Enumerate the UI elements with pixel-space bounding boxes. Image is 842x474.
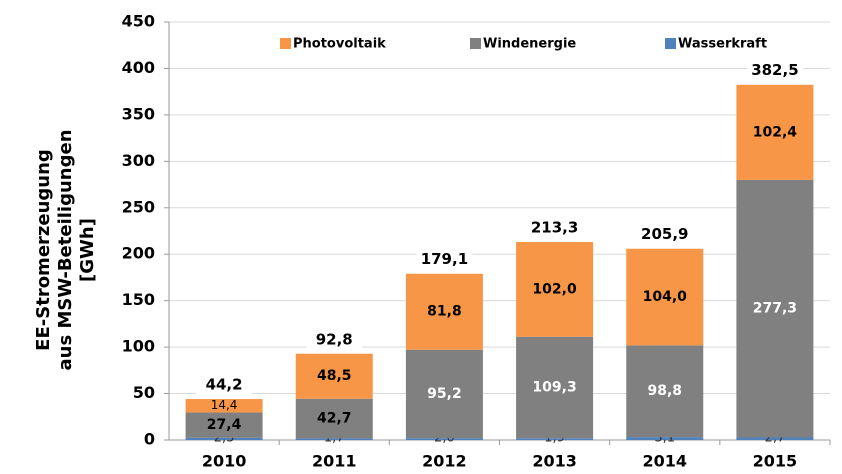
y-axis-title-line: EE-Stromerzeugung (33, 149, 54, 351)
total-label-bg (416, 249, 473, 270)
total-label: 179,1 (421, 250, 468, 268)
bar-segment (516, 336, 594, 439)
bar-segment (626, 437, 704, 440)
legend-item: Wasserkraft (665, 37, 767, 52)
bar-segment (736, 437, 814, 440)
bar-segment (405, 438, 483, 440)
legend-label: Wasserkraft (678, 37, 767, 52)
total-label-bg (526, 217, 583, 238)
bar-segment (295, 398, 373, 439)
y-axis-title-line: aus MSW-Beteiligungen (55, 129, 76, 370)
bar-segment (626, 345, 704, 438)
legend-item: Photovoltaik (280, 37, 386, 52)
bar-segment (405, 273, 483, 350)
value-label: 95,2 (427, 386, 462, 402)
total-label: 92,8 (316, 330, 353, 348)
bar-segment (295, 438, 373, 440)
y-axis-title: EE-Stromerzeugung aus MSW-Beteiligungen … (33, 129, 98, 370)
total-label-bg (746, 60, 803, 81)
value-label: 42,7 (317, 411, 352, 427)
total-label-bg (636, 224, 693, 245)
x-tick-label: 2012 (422, 452, 467, 471)
value-label: 27,4 (207, 417, 242, 433)
bar-segment (185, 399, 263, 413)
value-label: 104,0 (643, 289, 688, 305)
x-tick-label: 2014 (642, 452, 687, 471)
bar-segment (295, 353, 373, 399)
y-axis-title-line: [GWh] (77, 218, 98, 282)
value-label: 102,0 (532, 281, 577, 297)
y-tick-label: 150 (122, 290, 155, 309)
bar-segment (516, 438, 594, 440)
x-tick-label: 2011 (312, 452, 357, 471)
value-label: 48,5 (317, 368, 352, 384)
total-label: 382,5 (751, 61, 798, 79)
y-tick-label: 400 (122, 58, 155, 77)
bar-segment (185, 437, 263, 440)
value-label: 14,4 (211, 398, 238, 412)
total-label-bg (306, 329, 363, 350)
legend-label: Photovoltaik (293, 37, 386, 52)
y-tick-label: 350 (122, 104, 155, 123)
x-tick-label: 2013 (532, 452, 577, 471)
total-label: 44,2 (206, 375, 243, 393)
value-label: 277,3 (753, 301, 797, 317)
y-tick-label: 300 (122, 151, 155, 170)
y-tick-label: 100 (122, 337, 155, 356)
legend-swatch (665, 38, 676, 49)
y-tick-label: 0 (144, 430, 155, 449)
legend-label: Windenergie (483, 37, 576, 52)
value-label: 109,3 (532, 379, 576, 395)
y-tick-label: 50 (133, 383, 155, 402)
x-tick-label: 2010 (202, 452, 247, 471)
total-label-bg (196, 374, 253, 395)
value-label: 81,8 (427, 304, 462, 320)
bar-segment (736, 84, 814, 180)
y-tick-label: 450 (122, 12, 155, 31)
value-label: 102,4 (753, 124, 798, 140)
bar-segment (405, 349, 483, 439)
bar-segment (736, 179, 814, 438)
bar-segment (516, 241, 594, 337)
legend-item: Windenergie (470, 37, 576, 52)
total-label: 205,9 (641, 225, 688, 243)
legend-swatch (470, 38, 481, 49)
x-tick-label: 2015 (753, 452, 798, 471)
y-tick-label: 250 (122, 197, 155, 216)
bar-segment (626, 248, 704, 346)
value-label: 98,8 (647, 383, 682, 399)
bar-segment (185, 412, 263, 438)
total-label: 213,3 (531, 218, 578, 236)
legend-swatch (280, 38, 291, 49)
y-tick-label: 200 (122, 244, 155, 263)
